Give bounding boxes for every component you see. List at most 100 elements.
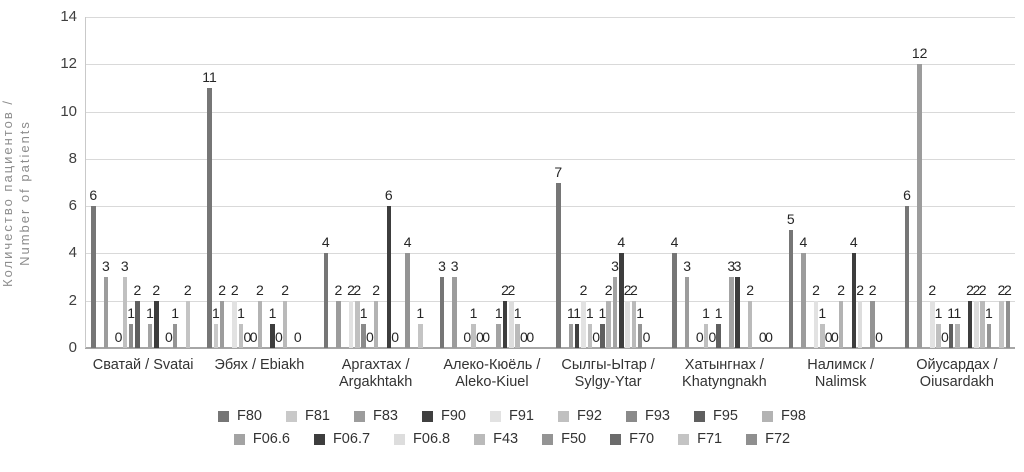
category-label-line: Эбях / Ebiakh [214,357,305,373]
legend-swatch-icon [474,433,486,445]
bar [955,324,960,348]
gridline-14 [85,17,1015,18]
zero-label: 0 [758,329,767,345]
zero-label: 0 [695,329,704,345]
category-label: Эбях / Ebiakh [191,357,327,374]
bar [747,300,753,348]
bar [91,206,96,348]
legend-swatch-icon [313,433,325,445]
bar-label: 3 [733,258,742,275]
y-axis-line [85,17,86,348]
bar-label: 6 [903,187,911,204]
gridline-8 [85,158,1015,160]
bar [418,324,423,348]
y-tick-label: 2 [68,291,77,309]
zero-label: 0 [520,329,528,345]
category-label: Сватай / Svatai [75,357,211,374]
y-tick-label: 0 [68,339,77,356]
bar-label: 4 [321,234,330,251]
category-label: Алеко-Кюёль / Aleko-Kiuel [424,357,560,391]
legend-label: F95 [713,408,738,424]
legend-item-F91: F91 [490,408,534,424]
bar-label: 1 [947,305,956,322]
legend-label: F06.6 [252,431,290,447]
bar [348,300,354,348]
zero-label: 0 [293,329,302,345]
y-tick-label: 6 [68,197,77,215]
bar [386,206,392,348]
zero-label: 0 [164,329,173,345]
bar-label: 3 [101,258,110,275]
legend-row-2: F06.6 F06.7 F06.8 F43 F50 F70 F71 F72 [233,431,790,447]
legend-label: F06.7 [332,431,371,447]
legend-swatch-icon [762,410,773,422]
legend-swatch-icon [626,410,637,422]
bar-label: 2 [501,281,509,298]
legend-label: F90 [441,408,466,424]
bar-label: 2 [1003,281,1012,298]
legend-label: F91 [509,408,534,424]
bar [820,324,825,348]
bar-label: 2 [334,281,343,298]
bar-label: 1 [934,305,943,322]
plot-area: 0 2 4 6 8 10 12 14 6 11 4 3 7 4 5 6 1 3 2 2 3 1 3 4 12 1 0 2 2 0 2 0 2 2 3… [60,8,1015,391]
legend-item-F93: F93 [626,408,670,424]
legend-swatch-icon [558,410,569,422]
bar-label: 1 [573,305,582,322]
legend-swatch-icon [286,410,297,422]
zero-label: 0 [475,329,484,345]
bar-label: 2 [579,281,588,298]
bar [999,300,1004,348]
category-label-line: Aleko-Kiuel [455,374,529,390]
bar-label: 3 [727,258,736,275]
bar [128,324,134,348]
gridline-10 [85,111,1015,113]
bar [625,300,630,348]
bar [581,300,586,348]
zero-label: 0 [249,329,258,345]
bar [556,182,561,348]
zero-label: 0 [526,329,535,345]
bar-label: 4 [670,234,679,251]
bar-label: 2 [347,281,355,298]
bar-label: 1 [636,305,645,322]
legend-label: F81 [305,408,330,424]
bar [904,206,910,348]
bar [637,324,643,348]
bar [405,253,410,348]
legend-swatch-icon [542,433,554,445]
bar [122,277,128,348]
bar [936,324,941,348]
bar [232,300,238,348]
bar [801,253,806,348]
legend-swatch-icon [354,410,365,422]
bar-label: 1 [953,305,962,322]
bar [986,324,992,348]
bar [851,253,857,348]
category-label-line: Sylgy-Ytar [574,374,642,390]
category-label: Аргахтах / Argakhtakh [308,357,444,391]
bar [323,253,329,348]
y-tick-label: 14 [60,8,77,25]
bar [728,277,734,348]
legend-swatch-icon [490,410,501,422]
bar [1005,300,1011,348]
bar-label: 2 [256,281,264,298]
bar [948,324,954,348]
legend-item-F83: F83 [354,408,398,424]
legend-item-F90: F90 [422,408,466,424]
bar [515,324,520,348]
bar-label: 4 [403,234,412,251]
legend-row-1: F80 F81 F83 F90 F91 F92 F93 F95 F98 [218,408,806,424]
bar [154,300,159,348]
legend-label: F71 [697,431,723,447]
legend-item-F71: F71 [678,431,722,447]
bar [870,300,875,348]
bar-label: 1 [985,305,993,322]
zero-label: 0 [463,329,472,345]
zero-label: 0 [824,329,833,345]
bar-label: 4 [849,234,858,251]
legend-swatch-icon [394,433,406,445]
bar-label: 2 [746,281,755,298]
legend-item-F80: F80 [218,408,262,424]
